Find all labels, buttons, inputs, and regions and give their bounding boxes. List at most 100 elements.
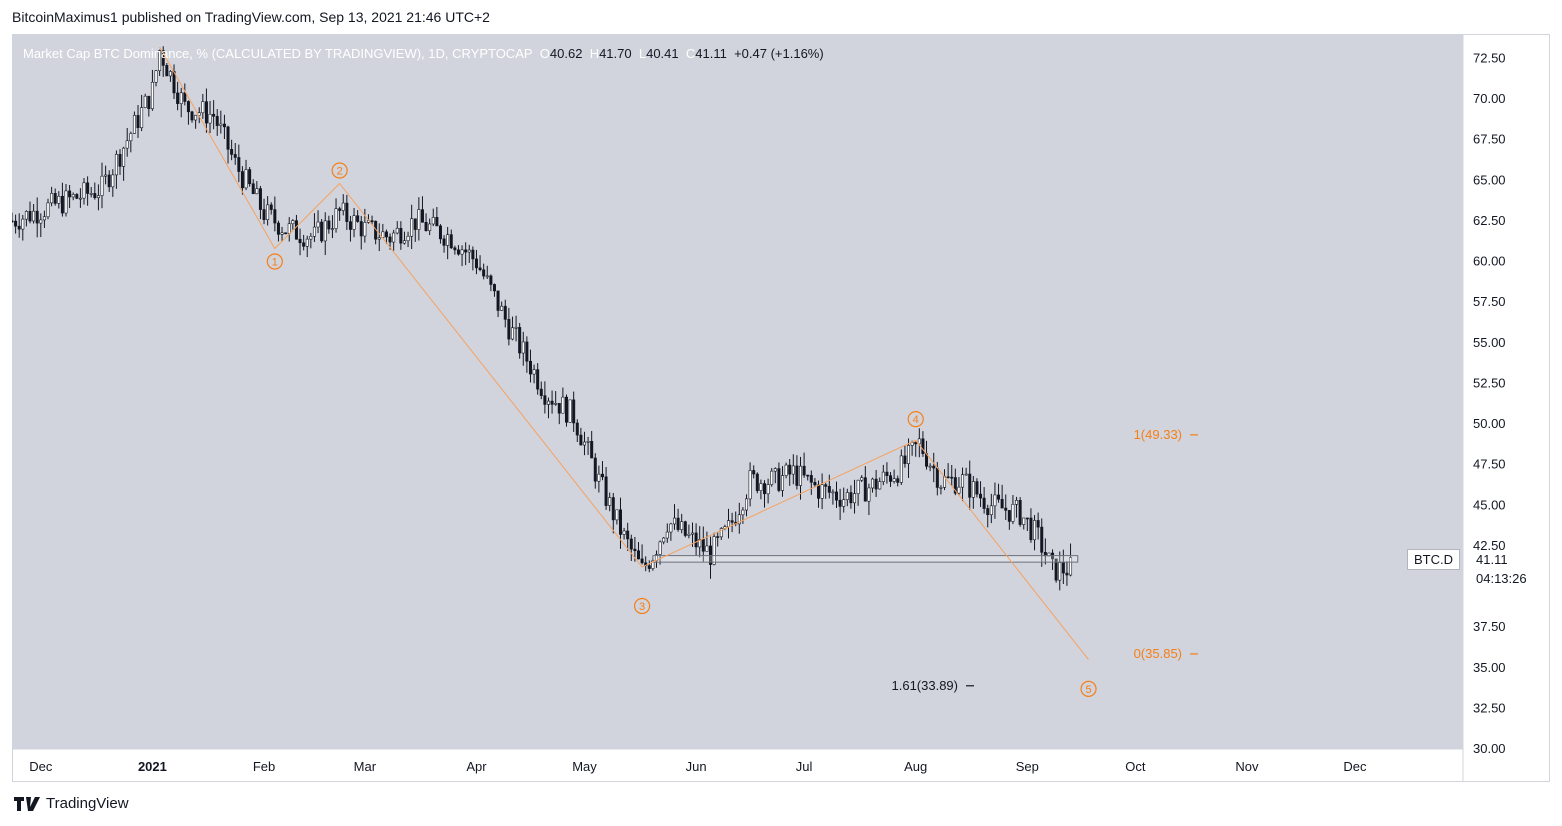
candle-body <box>482 269 486 277</box>
candle-body <box>453 247 457 251</box>
candle-body <box>478 267 482 271</box>
candle-body <box>935 467 939 488</box>
candle-body <box>316 221 320 228</box>
candle-body <box>35 210 39 224</box>
y-tick-label: 52.50 <box>1473 375 1506 390</box>
candle-body <box>917 438 921 445</box>
candle-body <box>600 473 604 478</box>
candle-body <box>896 478 900 483</box>
wave-label: 2 <box>337 166 343 178</box>
plot-background <box>12 34 1463 749</box>
y-tick-label: 70.00 <box>1473 91 1506 106</box>
candle-body <box>485 275 489 278</box>
y-tick-label: 35.00 <box>1473 660 1506 675</box>
candle-body <box>442 238 446 246</box>
candle-body <box>928 465 932 468</box>
candle-body <box>428 223 432 231</box>
candle-body <box>230 149 234 155</box>
candle-body <box>687 533 691 536</box>
x-tick-label: 2021 <box>138 759 167 774</box>
candle-body <box>176 92 180 104</box>
candle-body <box>287 223 291 234</box>
wave-label: 3 <box>639 601 645 613</box>
candle-body <box>874 478 878 490</box>
candle-body <box>122 147 126 167</box>
candle-body <box>140 107 144 129</box>
candle-body <box>345 202 349 222</box>
candle-body <box>420 209 424 223</box>
candle-body <box>842 499 846 507</box>
candle-body <box>456 249 460 255</box>
candle-body <box>190 111 194 121</box>
time-axis[interactable]: Dec 2021 Feb Mar Apr May Jun Jul Aug Sep Oct Nov Dec <box>29 759 1367 774</box>
chart-legend: Market Cap BTC Dominance, % (CALCULATED … <box>23 46 824 61</box>
candle-body <box>14 220 18 227</box>
candle-body <box>107 174 111 188</box>
candle-body <box>791 465 795 475</box>
candle-body <box>327 220 331 230</box>
x-tick-label: Jul <box>796 759 813 774</box>
wave-polyline <box>159 46 1089 660</box>
candle-body <box>240 171 244 189</box>
candle-body <box>262 209 266 220</box>
x-tick-label: Nov <box>1235 759 1259 774</box>
candle-body <box>572 399 576 424</box>
candle-body <box>579 434 583 446</box>
y-tick-label: 65.00 <box>1473 172 1506 187</box>
candle-body <box>125 140 129 149</box>
candle-body <box>359 221 363 237</box>
candle-body <box>968 473 972 498</box>
candle-body <box>712 536 716 565</box>
wave-label-circle <box>266 253 283 270</box>
candle-body <box>39 219 43 224</box>
candle-body <box>633 548 637 552</box>
candle-body <box>989 505 993 516</box>
candle-body <box>1022 517 1026 525</box>
candle-body <box>165 65 169 77</box>
candle-body <box>824 484 828 487</box>
legend-high-label: H <box>589 46 600 61</box>
candle-body <box>716 536 720 538</box>
candle-body <box>449 234 453 249</box>
tradingview-logo-icon <box>14 796 40 811</box>
candle-body <box>564 396 568 423</box>
candle-body <box>939 487 943 489</box>
candle-body <box>676 517 680 530</box>
candle-body <box>694 532 698 548</box>
candle-body <box>885 471 889 476</box>
x-tick-label: Dec <box>1343 759 1367 774</box>
candle-body <box>1018 500 1022 525</box>
y-tick-label: 47.50 <box>1473 457 1506 472</box>
footer-brand[interactable]: TradingView <box>14 795 129 812</box>
candle-body <box>745 498 749 511</box>
candle-body <box>75 194 79 199</box>
candle-body <box>305 238 309 247</box>
candle-body <box>258 188 262 210</box>
x-tick-label: May <box>572 759 597 774</box>
candle-body <box>690 532 694 535</box>
candle-body <box>863 477 867 502</box>
candle-body <box>809 475 813 483</box>
candle-body <box>1015 500 1019 505</box>
wave-label-circle <box>1080 680 1097 697</box>
candle-body <box>813 481 817 486</box>
x-tick-label: Oct <box>1125 759 1146 774</box>
y-tick-label: 42.50 <box>1473 538 1506 553</box>
y-tick-label: 45.00 <box>1473 497 1506 512</box>
y-tick-label: 37.50 <box>1473 619 1506 634</box>
candle-body <box>284 232 288 235</box>
candle-body <box>183 92 187 102</box>
candle-body <box>424 222 428 231</box>
x-tick-label: Feb <box>253 759 275 774</box>
candle-body <box>953 477 957 494</box>
wave-label-circle <box>633 597 651 615</box>
candle-body <box>219 123 223 126</box>
candle-body <box>766 484 770 495</box>
price-axis[interactable]: 72.50 70.00 67.50 65.00 62.50 60.00 57.50 55.00… <box>1473 50 1506 756</box>
candle-body <box>226 126 230 150</box>
fib-level-label: 1(49.33) <box>1134 427 1182 442</box>
candle-body <box>618 509 622 535</box>
candle-body <box>950 476 954 479</box>
candle-body <box>1040 526 1044 553</box>
